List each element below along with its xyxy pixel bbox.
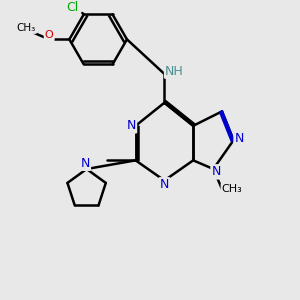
- Text: Cl: Cl: [66, 1, 78, 14]
- Text: N: N: [127, 119, 136, 132]
- Text: N: N: [235, 132, 244, 145]
- Text: NH: NH: [165, 64, 184, 78]
- Text: N: N: [212, 165, 221, 178]
- Text: N: N: [80, 157, 90, 170]
- Text: CH₃: CH₃: [222, 184, 242, 194]
- Text: N: N: [160, 178, 169, 191]
- Text: O: O: [45, 30, 54, 40]
- Text: CH₃: CH₃: [16, 23, 36, 33]
